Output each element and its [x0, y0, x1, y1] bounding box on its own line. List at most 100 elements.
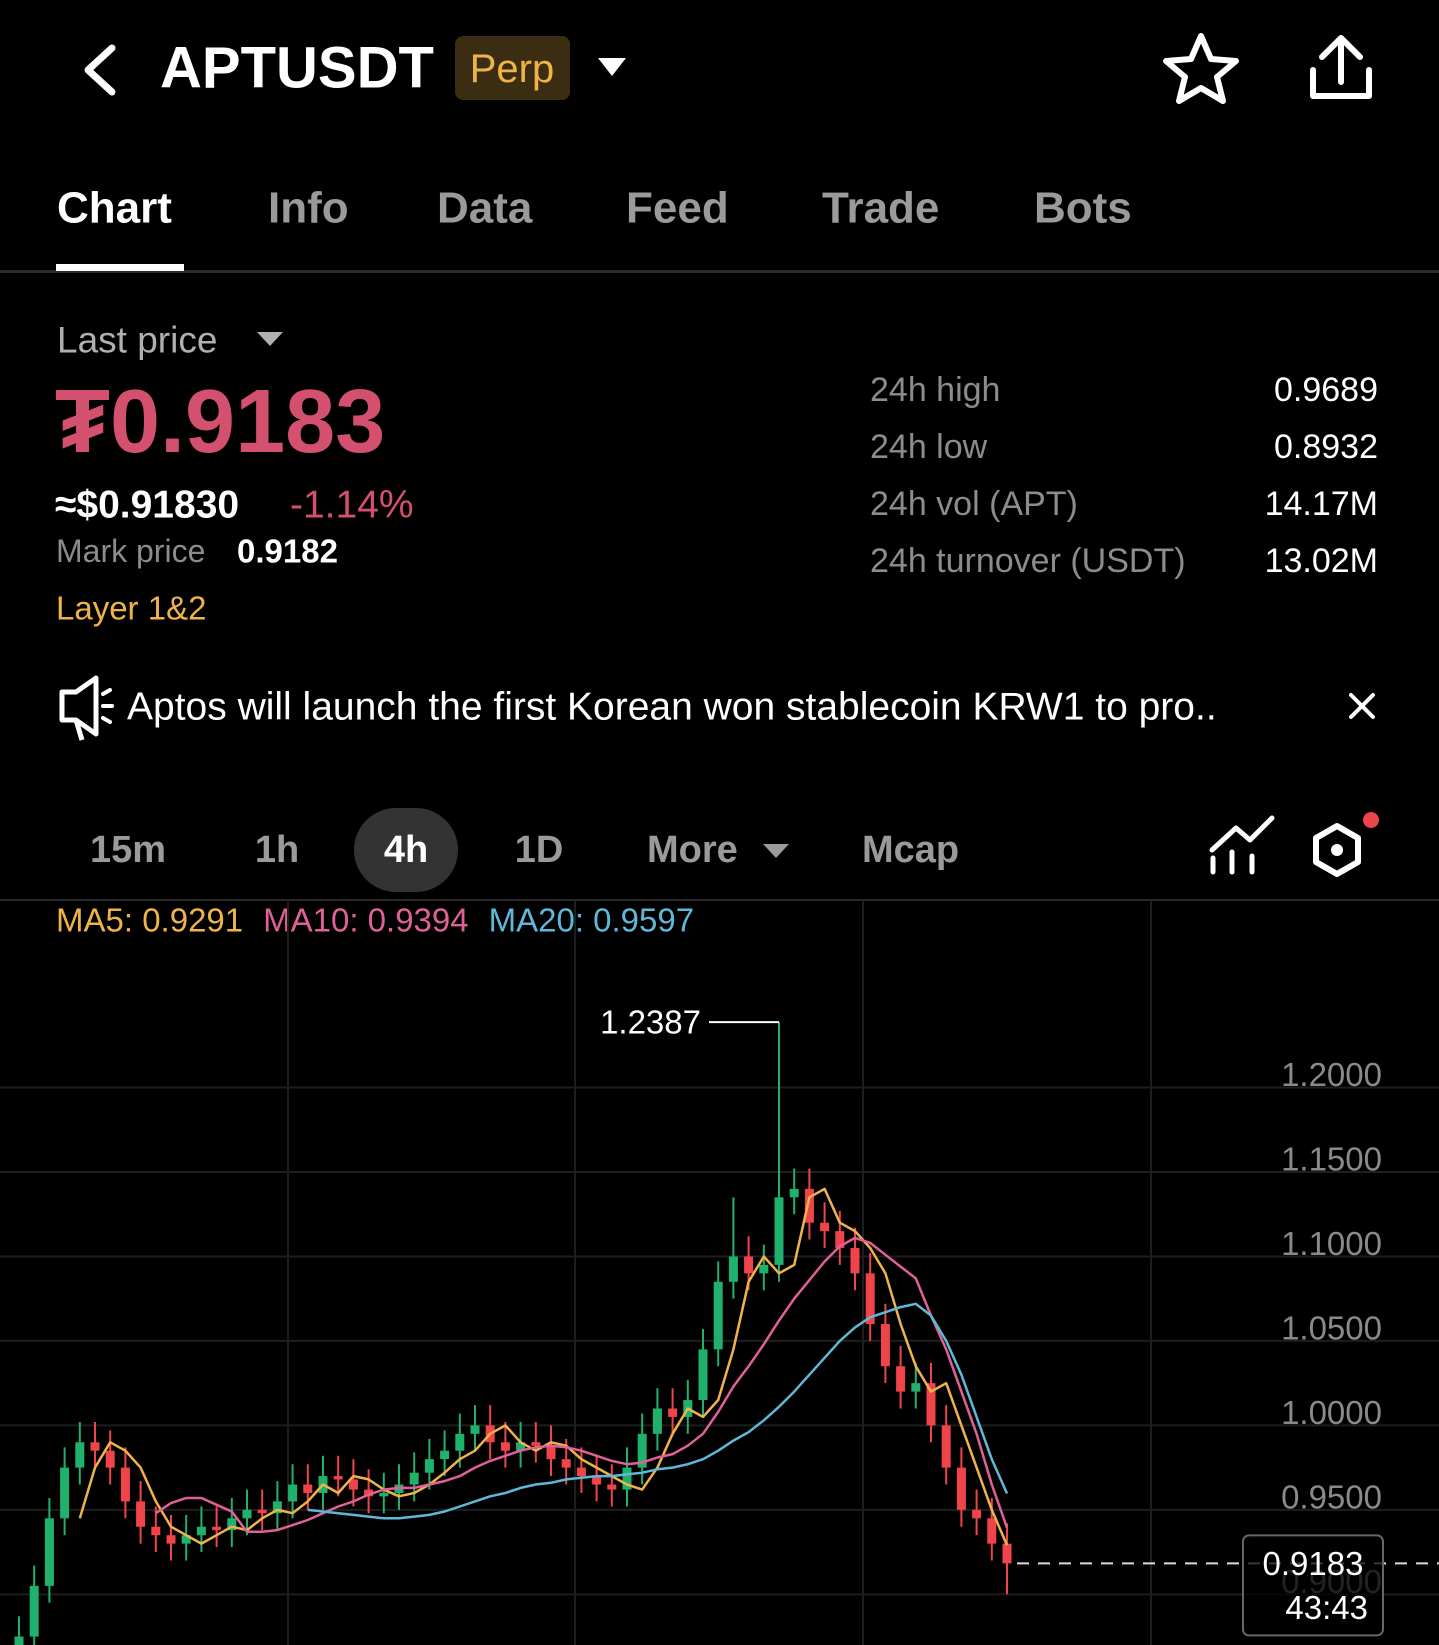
share-button[interactable]	[1310, 35, 1372, 99]
timeframe[interactable]: 1D	[515, 829, 564, 871]
y-tick-label: 1.2000	[1281, 1056, 1382, 1093]
candle-body	[424, 1459, 434, 1473]
candle-body	[196, 1526, 206, 1536]
candle-body	[652, 1408, 662, 1434]
candle-body	[120, 1467, 130, 1502]
candle-body	[850, 1248, 860, 1274]
timeframe[interactable]: 1h	[255, 829, 299, 871]
candle-body	[941, 1425, 951, 1468]
timeframe[interactable]: 15m	[90, 829, 166, 871]
candle-body	[440, 1450, 450, 1460]
candle-body	[516, 1442, 526, 1451]
candle-body	[713, 1281, 723, 1350]
candle-body	[75, 1442, 85, 1468]
y-tick-label: 0.9500	[1281, 1478, 1382, 1515]
price-type[interactable]: Last price	[57, 320, 217, 361]
candle-body	[212, 1526, 222, 1531]
close-announcement[interactable]	[1349, 693, 1375, 719]
candle-body	[409, 1472, 419, 1485]
candle-body	[257, 1509, 267, 1514]
tab[interactable]: Info	[268, 184, 349, 233]
settings-button[interactable]	[1313, 823, 1361, 877]
timeframe[interactable]: Mcap	[862, 829, 959, 871]
perp-badge: Perp	[470, 47, 555, 91]
price-type-dropdown[interactable]	[257, 332, 283, 346]
favorite-star[interactable]	[1163, 33, 1239, 104]
badge-bg	[455, 36, 570, 100]
candle-body	[379, 1492, 389, 1497]
tab[interactable]: Data	[437, 184, 533, 233]
candle-body	[60, 1467, 70, 1519]
candle-body	[607, 1484, 617, 1490]
stat-label: 24h high	[870, 371, 1000, 409]
tab[interactable]: Trade	[822, 184, 939, 233]
last-price-box	[1242, 1534, 1384, 1637]
y-tick-label: 1.1000	[1281, 1225, 1382, 1262]
announcement-text[interactable]: Aptos will launch the first Korean won s…	[127, 686, 1217, 729]
category-tag[interactable]: Layer 1&2	[56, 590, 206, 627]
stat-label: 24h low	[870, 428, 988, 466]
candle-body	[470, 1425, 480, 1434]
candle-body	[592, 1476, 602, 1485]
candle-body	[151, 1526, 161, 1536]
candle-body	[136, 1501, 146, 1527]
timeframe[interactable]: More	[647, 829, 738, 871]
candle-body	[728, 1256, 738, 1282]
ma-line	[155, 1236, 1009, 1534]
candle-body	[166, 1535, 176, 1544]
candle-body	[865, 1273, 875, 1325]
stat-value: 13.02M	[1265, 542, 1378, 580]
back-button[interactable]	[84, 44, 116, 96]
active-tab-indicator	[56, 264, 184, 271]
candle-body	[500, 1442, 510, 1451]
candle-body	[789, 1188, 799, 1198]
candle-body	[622, 1467, 632, 1490]
y-tick-label: 1.0500	[1281, 1309, 1382, 1346]
candle-body	[181, 1535, 191, 1544]
more-dropdown[interactable]	[763, 844, 789, 858]
notification-dot	[1363, 812, 1379, 828]
announcement-icon	[59, 675, 99, 741]
announcement-icon-waves	[101, 688, 114, 724]
tab[interactable]: Chart	[57, 184, 172, 233]
tab[interactable]: Feed	[626, 184, 729, 233]
stat-value: 14.17M	[1265, 485, 1378, 523]
timeframe[interactable]: 4h	[384, 829, 428, 871]
candle-body	[987, 1518, 997, 1544]
candle-body	[1002, 1543, 1012, 1564]
countdown: 43:43	[1285, 1589, 1368, 1626]
candle-body	[348, 1479, 358, 1490]
stat-value: 0.8932	[1274, 428, 1378, 466]
candle-body	[561, 1459, 571, 1468]
candle-body	[637, 1433, 647, 1468]
candle-body	[333, 1476, 343, 1480]
candle-body	[364, 1489, 374, 1497]
settings-dot	[1331, 844, 1343, 856]
stat-value: 0.9689	[1274, 371, 1378, 409]
candle-body	[926, 1383, 936, 1426]
candle-body	[820, 1222, 830, 1232]
stat-label: 24h vol (APT)	[870, 485, 1078, 523]
candle-body	[956, 1467, 966, 1510]
candle-body	[668, 1408, 678, 1417]
candle-body	[105, 1450, 115, 1468]
price-change: -1.14%	[290, 484, 414, 527]
chart-divider	[0, 899, 1439, 901]
y-tick-label: 1.0000	[1281, 1394, 1382, 1431]
last-price: ₮0.9183	[55, 372, 385, 472]
candle-body	[29, 1585, 39, 1637]
last-price-label: 0.9183	[1263, 1545, 1364, 1582]
tab[interactable]: Bots	[1034, 184, 1132, 233]
candle-body	[546, 1445, 556, 1460]
mark-price: 0.9182	[237, 533, 338, 570]
candle-body	[227, 1518, 237, 1531]
symbol-dropdown[interactable]	[598, 58, 626, 76]
candle-body	[303, 1484, 313, 1493]
candle-body	[14, 1636, 24, 1645]
ma-legend: MA20: 0.9597	[489, 902, 694, 939]
symbol-title: APTUSDT	[160, 36, 434, 101]
candle-body	[242, 1509, 252, 1519]
indicator-button[interactable]	[1209, 815, 1275, 875]
candle-body	[759, 1264, 769, 1274]
candle-body	[804, 1188, 814, 1223]
